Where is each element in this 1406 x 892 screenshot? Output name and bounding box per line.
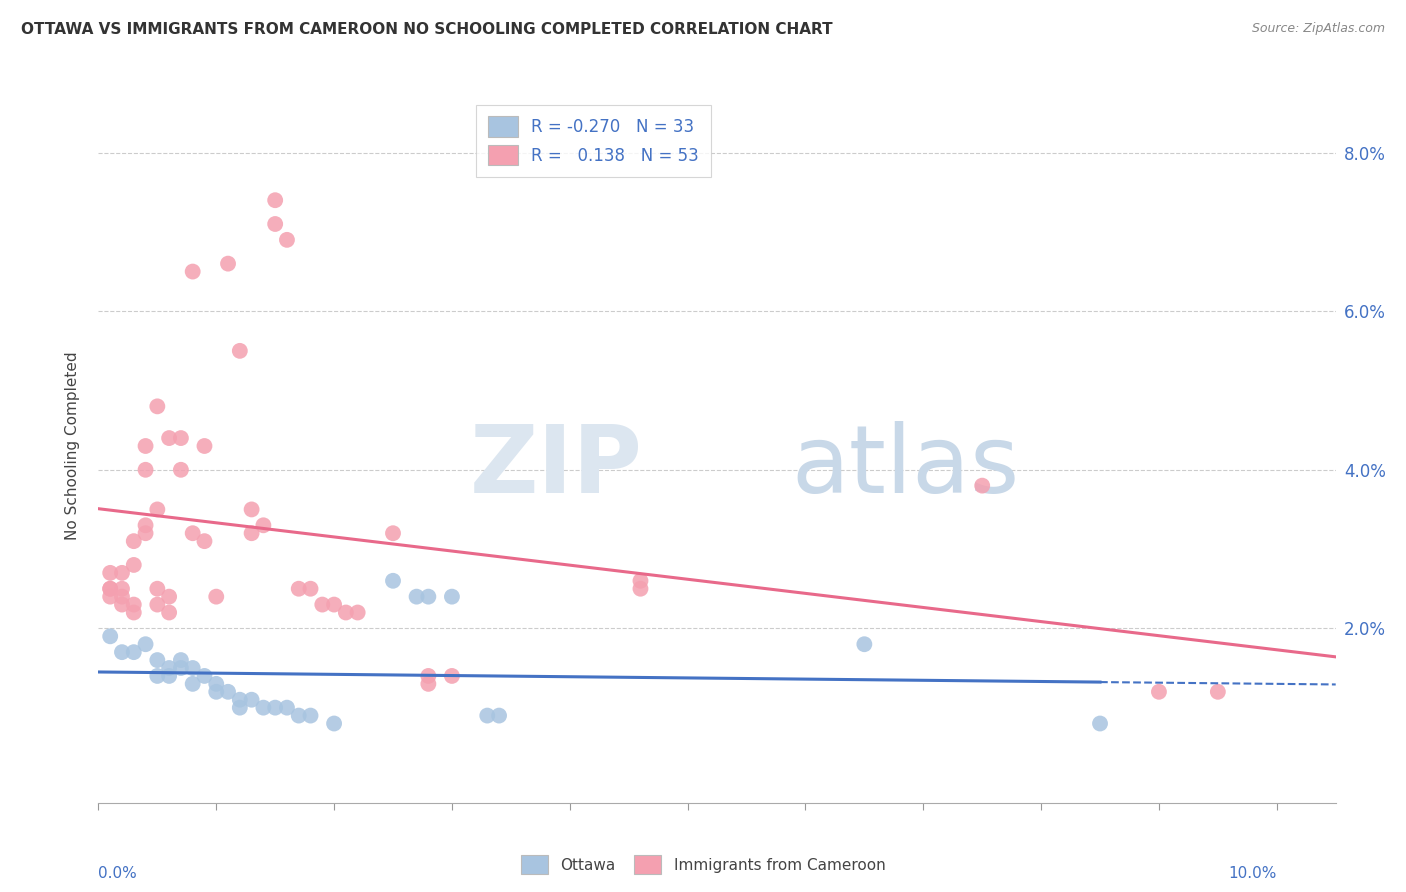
Point: [229, 343, 252, 358]
Point: [157, 606, 180, 620]
Point: [135, 439, 157, 453]
Point: [323, 716, 346, 731]
Point: [98, 590, 121, 604]
Point: [170, 661, 193, 675]
Text: ZIP: ZIP: [470, 421, 643, 514]
Point: [264, 217, 287, 231]
Point: [299, 708, 322, 723]
Point: [264, 193, 287, 207]
Text: 10.0%: 10.0%: [1229, 866, 1277, 881]
Point: [217, 685, 239, 699]
Point: [335, 606, 357, 620]
Point: [146, 653, 169, 667]
Point: [252, 700, 274, 714]
Point: [1088, 716, 1111, 731]
Point: [170, 653, 193, 667]
Legend: R = -0.270   N = 33, R =   0.138   N = 53: R = -0.270 N = 33, R = 0.138 N = 53: [477, 104, 710, 177]
Point: [181, 661, 204, 675]
Point: [346, 606, 368, 620]
Point: [488, 708, 510, 723]
Point: [98, 566, 121, 580]
Point: [111, 598, 134, 612]
Point: [205, 685, 228, 699]
Point: [276, 700, 298, 714]
Point: [157, 661, 180, 675]
Point: [135, 526, 157, 541]
Text: atlas: atlas: [792, 421, 1019, 514]
Point: [287, 708, 309, 723]
Point: [193, 534, 215, 549]
Point: [440, 590, 463, 604]
Point: [98, 629, 121, 643]
Y-axis label: No Schooling Completed: No Schooling Completed: [65, 351, 80, 541]
Point: [418, 669, 440, 683]
Point: [122, 558, 145, 572]
Point: [122, 534, 145, 549]
Point: [299, 582, 322, 596]
Point: [111, 590, 134, 604]
Legend: Ottawa, Immigrants from Cameroon: Ottawa, Immigrants from Cameroon: [515, 849, 891, 880]
Point: [193, 439, 215, 453]
Point: [240, 526, 263, 541]
Point: [111, 582, 134, 596]
Point: [630, 574, 652, 588]
Point: [418, 677, 440, 691]
Point: [98, 582, 121, 596]
Point: [853, 637, 876, 651]
Point: [405, 590, 427, 604]
Text: OTTAWA VS IMMIGRANTS FROM CAMEROON NO SCHOOLING COMPLETED CORRELATION CHART: OTTAWA VS IMMIGRANTS FROM CAMEROON NO SC…: [21, 22, 832, 37]
Point: [276, 233, 298, 247]
Point: [146, 502, 169, 516]
Point: [135, 518, 157, 533]
Point: [157, 431, 180, 445]
Point: [135, 637, 157, 651]
Point: [157, 669, 180, 683]
Point: [98, 582, 121, 596]
Point: [1147, 685, 1170, 699]
Point: [181, 677, 204, 691]
Point: [157, 590, 180, 604]
Point: [181, 526, 204, 541]
Point: [240, 692, 263, 706]
Point: [972, 478, 994, 492]
Point: [287, 582, 309, 596]
Point: [229, 700, 252, 714]
Point: [170, 431, 193, 445]
Point: [1206, 685, 1229, 699]
Text: 0.0%: 0.0%: [98, 866, 138, 881]
Point: [181, 264, 204, 278]
Text: Source: ZipAtlas.com: Source: ZipAtlas.com: [1251, 22, 1385, 36]
Point: [477, 708, 499, 723]
Point: [630, 582, 652, 596]
Point: [205, 590, 228, 604]
Point: [229, 692, 252, 706]
Point: [264, 700, 287, 714]
Point: [146, 400, 169, 414]
Point: [240, 502, 263, 516]
Point: [122, 598, 145, 612]
Point: [382, 526, 405, 541]
Point: [252, 518, 274, 533]
Point: [418, 590, 440, 604]
Point: [111, 645, 134, 659]
Point: [217, 257, 239, 271]
Point: [193, 669, 215, 683]
Point: [122, 606, 145, 620]
Point: [146, 582, 169, 596]
Point: [440, 669, 463, 683]
Point: [323, 598, 346, 612]
Point: [146, 669, 169, 683]
Point: [111, 566, 134, 580]
Point: [311, 598, 333, 612]
Point: [122, 645, 145, 659]
Point: [146, 598, 169, 612]
Point: [205, 677, 228, 691]
Point: [382, 574, 405, 588]
Point: [170, 463, 193, 477]
Point: [135, 463, 157, 477]
